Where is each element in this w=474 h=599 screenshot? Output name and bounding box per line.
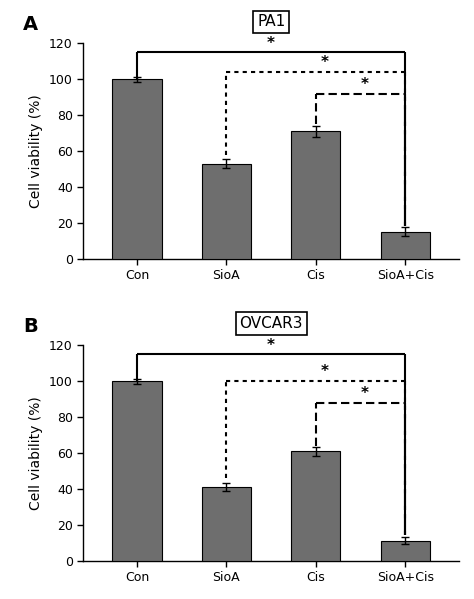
Bar [112,381,162,561]
Text: *: * [321,55,329,70]
Text: PA1: PA1 [257,14,285,29]
Text: *: * [361,386,369,401]
Bar [112,79,162,259]
Text: A: A [23,16,38,35]
Bar [202,164,251,259]
Text: *: * [267,35,275,51]
Bar [291,451,340,561]
Y-axis label: Cell viability (%): Cell viability (%) [29,94,44,208]
Bar [381,232,430,259]
Bar [291,131,340,259]
Text: OVCAR3: OVCAR3 [239,316,303,331]
Text: *: * [267,337,275,352]
Text: *: * [321,364,329,379]
Text: B: B [23,317,38,337]
Bar [381,541,430,561]
Text: *: * [361,77,369,92]
Y-axis label: Cell viability (%): Cell viability (%) [29,396,44,510]
Bar [202,487,251,561]
